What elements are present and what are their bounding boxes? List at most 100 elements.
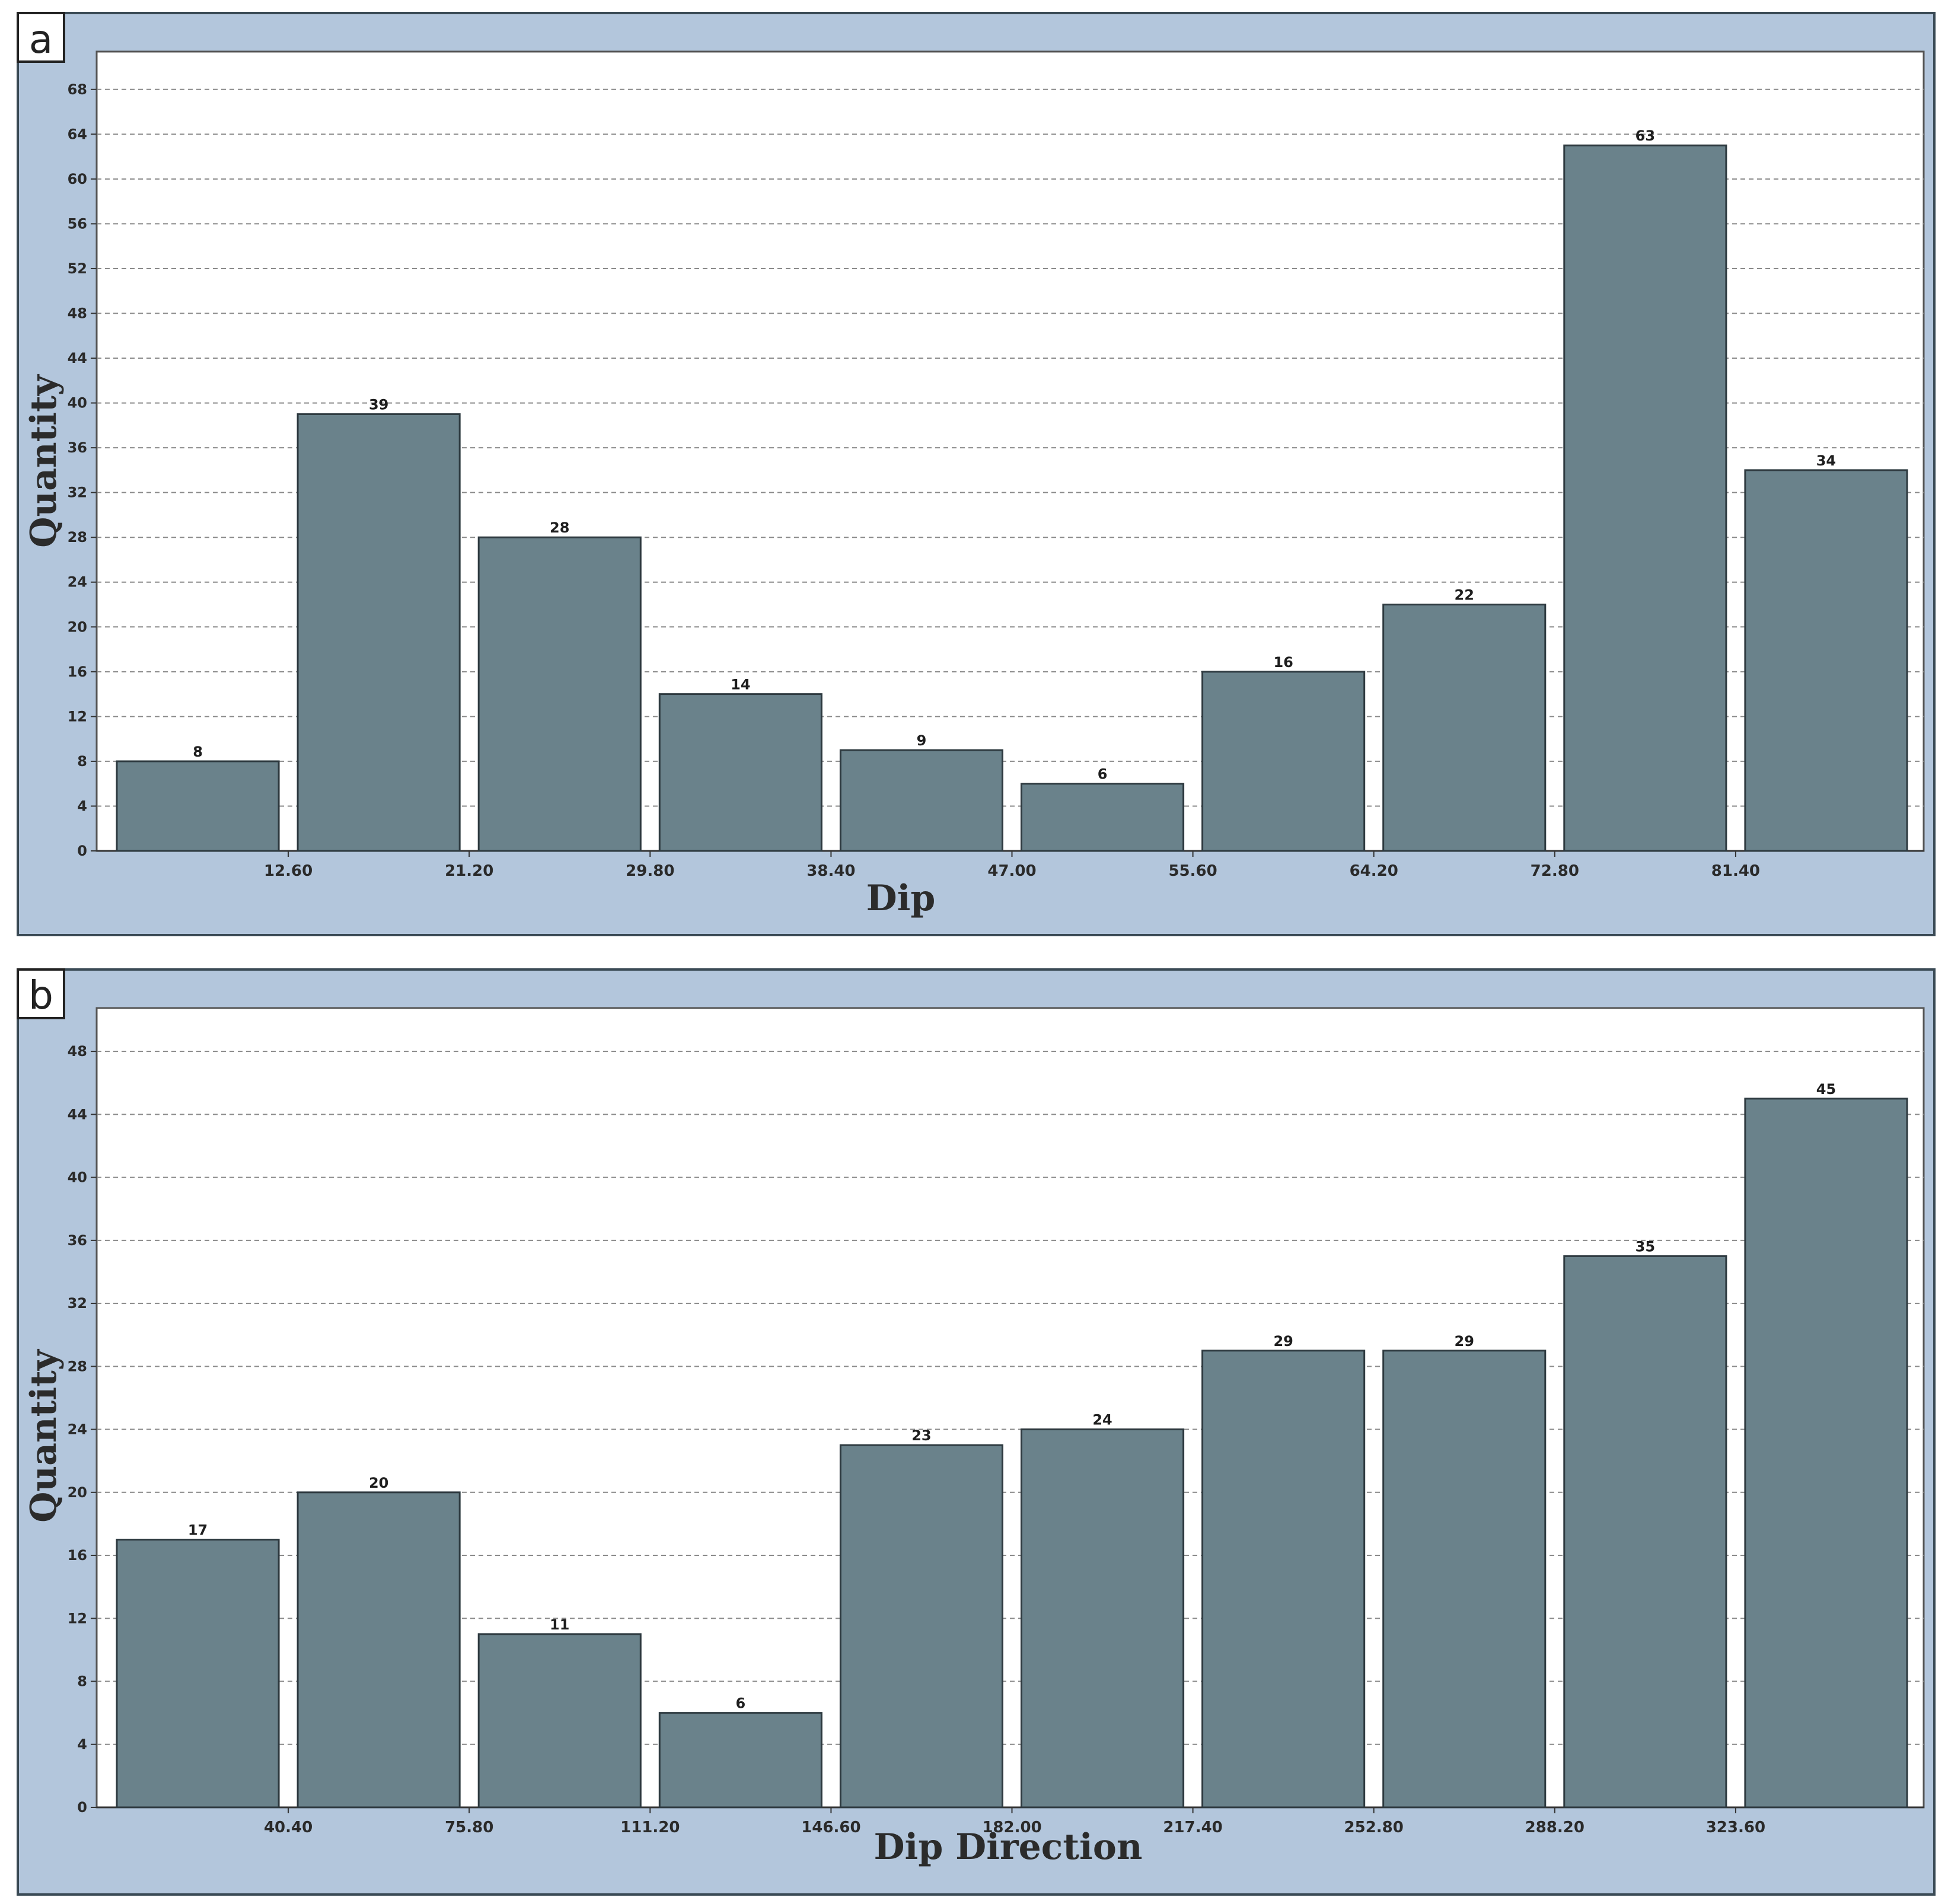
y-tick-label: 40 bbox=[68, 1169, 87, 1186]
bar bbox=[1021, 783, 1185, 852]
bar-value-labels: 8 39 28 14 9 6 16 22 63 34 bbox=[193, 127, 1836, 782]
y-tick-label: 20 bbox=[68, 1484, 87, 1501]
bar-value-label: 39 bbox=[369, 396, 388, 413]
y-tick-label: 8 bbox=[77, 1673, 87, 1690]
y-tick-label: 32 bbox=[68, 484, 87, 501]
y-tick-label: 24 bbox=[68, 1421, 87, 1438]
bar-value-label: 17 bbox=[188, 1522, 208, 1538]
y-tick-label: 36 bbox=[68, 1232, 87, 1249]
bar bbox=[1744, 469, 1908, 852]
bar bbox=[477, 536, 642, 852]
bar bbox=[1744, 1098, 1908, 1809]
y-tick-label: 56 bbox=[68, 215, 87, 232]
x-tick-label: 47.00 bbox=[987, 862, 1036, 880]
bar bbox=[1563, 144, 1727, 852]
x-tick-label: 29.80 bbox=[626, 862, 674, 880]
y-tick-label: 48 bbox=[68, 305, 87, 321]
x-tick-label: 64.20 bbox=[1350, 862, 1398, 880]
y-tick-label: 52 bbox=[68, 260, 87, 277]
bar-value-label: 23 bbox=[911, 1427, 931, 1444]
bar-value-label: 22 bbox=[1455, 587, 1474, 604]
y-tick-label: 60 bbox=[68, 171, 87, 187]
y-tick-label: 64 bbox=[68, 126, 87, 142]
bar-value-labels: 17 20 11 6 23 24 29 29 35 45 bbox=[188, 1081, 1836, 1712]
x-tick-label: 217.40 bbox=[1163, 1819, 1222, 1836]
bar-value-label: 6 bbox=[1098, 766, 1108, 783]
bar bbox=[1382, 1350, 1547, 1809]
y-tick-label: 28 bbox=[68, 529, 87, 546]
bar bbox=[839, 749, 1004, 852]
x-tick-label: 21.20 bbox=[445, 862, 493, 880]
bar bbox=[116, 1538, 280, 1809]
y-tick-label: 12 bbox=[68, 708, 87, 725]
y-tick-label: 28 bbox=[68, 1358, 87, 1374]
x-tick-label: 55.60 bbox=[1168, 862, 1217, 880]
y-tick-label: 48 bbox=[68, 1043, 87, 1060]
x-tick-labels: 40.40 75.80 111.20 146.60 182.00 217.40 252.80… bbox=[264, 1807, 1765, 1836]
x-tick-label: 288.20 bbox=[1525, 1819, 1584, 1836]
y-tick-label: 16 bbox=[68, 664, 87, 680]
bar bbox=[658, 1712, 822, 1809]
y-tick-label: 0 bbox=[77, 843, 87, 859]
bar bbox=[1201, 671, 1366, 852]
y-tick-label: 16 bbox=[68, 1547, 87, 1564]
bar-value-label: 63 bbox=[1635, 127, 1655, 144]
bar-value-label: 45 bbox=[1816, 1081, 1836, 1098]
y-tick-label: 0 bbox=[77, 1799, 87, 1816]
y-tick-label: 4 bbox=[77, 798, 87, 814]
y-tick-label: 68 bbox=[68, 81, 87, 98]
bar bbox=[1382, 604, 1547, 852]
bar-value-label: 34 bbox=[1816, 452, 1836, 469]
bar bbox=[296, 413, 461, 852]
bar-value-label: 9 bbox=[917, 732, 927, 749]
bar bbox=[1563, 1255, 1727, 1809]
bar-value-label: 11 bbox=[550, 1616, 569, 1633]
x-tick-label: 111.20 bbox=[620, 1819, 680, 1836]
bar bbox=[658, 693, 822, 852]
bars bbox=[116, 144, 1908, 852]
y-tick-label: 20 bbox=[68, 618, 87, 635]
bar-value-label: 29 bbox=[1455, 1333, 1474, 1350]
bars bbox=[116, 1098, 1908, 1809]
bar-value-label: 29 bbox=[1273, 1333, 1293, 1350]
bar-value-label: 6 bbox=[735, 1695, 745, 1712]
bar-value-label: 8 bbox=[193, 744, 203, 760]
y-tick-label: 40 bbox=[68, 395, 87, 412]
bar-value-label: 28 bbox=[550, 519, 569, 536]
bar-value-label: 16 bbox=[1273, 654, 1293, 671]
x-tick-label: 12.60 bbox=[264, 862, 313, 880]
bar bbox=[1201, 1350, 1366, 1809]
y-tick-label: 44 bbox=[68, 350, 87, 366]
y-axis-title: Quantity bbox=[23, 374, 65, 548]
x-tick-labels: 12.60 21.20 29.80 38.40 47.00 55.60 64.20 72.80… bbox=[264, 851, 1760, 880]
y-tick-label: 4 bbox=[77, 1736, 87, 1753]
x-tick-label: 323.60 bbox=[1706, 1819, 1765, 1836]
x-axis-title: Dip bbox=[866, 878, 936, 919]
bar-value-label: 20 bbox=[369, 1475, 388, 1491]
x-tick-label: 182.00 bbox=[982, 1819, 1041, 1836]
bar-value-label: 35 bbox=[1635, 1238, 1655, 1255]
x-tick-label: 75.80 bbox=[445, 1819, 493, 1836]
bar bbox=[1021, 1428, 1185, 1809]
y-tick-label: 12 bbox=[68, 1610, 87, 1626]
y-axis-title: Quantity bbox=[23, 1348, 65, 1523]
bar-value-label: 14 bbox=[731, 677, 750, 693]
bar bbox=[116, 760, 280, 852]
bar bbox=[839, 1444, 1004, 1809]
y-tick-label: 44 bbox=[68, 1106, 87, 1122]
x-tick-label: 40.40 bbox=[264, 1819, 313, 1836]
y-tick-label: 24 bbox=[68, 574, 87, 591]
bar bbox=[477, 1633, 642, 1809]
bar bbox=[296, 1491, 461, 1809]
y-tick-label: 8 bbox=[77, 753, 87, 770]
y-tick-label: 36 bbox=[68, 439, 87, 456]
bar-value-label: 24 bbox=[1092, 1412, 1112, 1428]
x-axis-title: Dip Direction bbox=[874, 1826, 1143, 1868]
dip-histogram-panel: a 0 4 8 12 16 20 24 28 32 36 40 44 48 52 56 60 64 68 8 39 2… bbox=[0, 0, 1948, 943]
x-tick-label: 252.80 bbox=[1344, 1819, 1404, 1836]
panel-label: b bbox=[28, 972, 53, 1018]
